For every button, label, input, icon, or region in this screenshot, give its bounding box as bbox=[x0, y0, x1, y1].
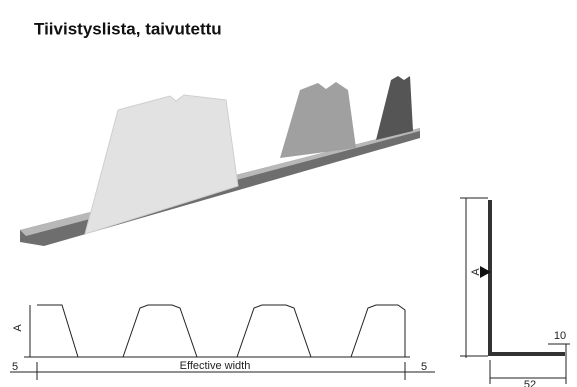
product-illustration bbox=[20, 76, 420, 246]
flange-label: 10 bbox=[554, 330, 566, 342]
section-height-label: A bbox=[470, 268, 482, 276]
title: Tiivistyslista, taivutettu bbox=[34, 19, 222, 38]
section-width-label: 52 bbox=[524, 379, 536, 387]
drawing: Tiivistyslista, taivutettu A 5 Effective… bbox=[0, 0, 577, 387]
right-edge-label: 5 bbox=[421, 361, 427, 373]
profile-height-label: A bbox=[12, 324, 24, 332]
profile-drawing: A 5 Effective width 5 bbox=[10, 305, 435, 380]
left-edge-label: 5 bbox=[12, 361, 18, 373]
width-label: Effective width bbox=[180, 360, 251, 372]
section-drawing: A 10 52 bbox=[460, 198, 570, 387]
